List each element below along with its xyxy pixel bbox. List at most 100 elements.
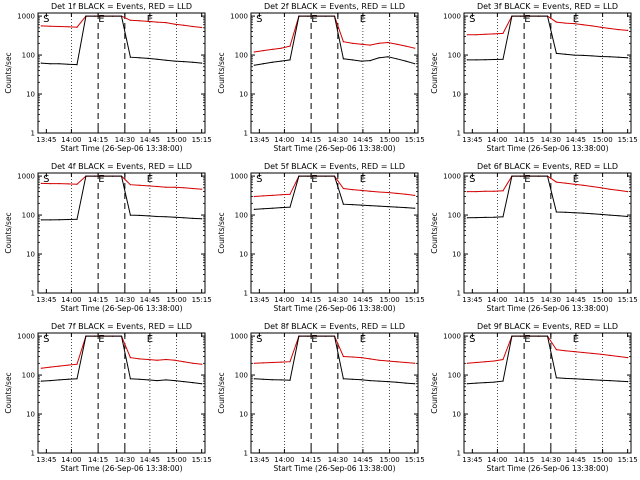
- x-tick-label: 14:15: [88, 296, 108, 304]
- data-point: [502, 190, 504, 192]
- data-point: [538, 15, 540, 17]
- interval-marker-label: E: [311, 334, 317, 345]
- data-point: [129, 19, 131, 21]
- data-point: [271, 207, 273, 209]
- interval-marker-label: E: [573, 14, 579, 25]
- data-point: [316, 175, 318, 177]
- x-axis-label: Start Time (26-Sep-06 13:38:00): [487, 144, 609, 153]
- data-point: [360, 60, 362, 62]
- x-axis-label: Start Time (26-Sep-06 13:38:00): [61, 464, 183, 473]
- data-point: [396, 361, 398, 363]
- data-point: [387, 360, 389, 362]
- data-point: [405, 60, 407, 62]
- data-point: [591, 25, 593, 27]
- data-point: [298, 15, 300, 17]
- data-point: [555, 349, 558, 351]
- interval-marker-label: E: [360, 174, 366, 185]
- data-point: [253, 51, 255, 53]
- data-point: [120, 175, 123, 177]
- data-point: [493, 58, 495, 61]
- x-tick-label: 15:00: [380, 296, 400, 304]
- data-point: [67, 218, 69, 221]
- x-tick-label: 13:45: [36, 136, 56, 144]
- x-tick-label: 14:45: [140, 136, 160, 144]
- y-tick-label: 1: [31, 450, 35, 458]
- data-point: [484, 190, 486, 192]
- data-point: [369, 380, 371, 382]
- data-point: [192, 382, 194, 384]
- x-axis-label: Start Time (26-Sep-06 13:38:00): [487, 304, 609, 313]
- data-point: [289, 361, 291, 363]
- data-point: [600, 187, 602, 189]
- x-tick-label: 15:00: [167, 136, 187, 144]
- data-point: [378, 359, 380, 361]
- data-point: [76, 26, 78, 28]
- x-tick-label: 14:15: [301, 136, 321, 144]
- data-point: [493, 360, 495, 362]
- data-point: [183, 187, 185, 189]
- y-tick-label: 10: [452, 91, 461, 99]
- data-point: [538, 175, 540, 177]
- y-tick-label: 1000: [230, 13, 248, 21]
- y-tick-label: 100: [448, 212, 461, 220]
- data-point: [618, 380, 620, 382]
- data-point: [351, 356, 353, 358]
- y-tick-label: 1000: [443, 173, 461, 181]
- data-point: [138, 184, 140, 186]
- data-point: [333, 15, 336, 17]
- data-point: [94, 175, 96, 177]
- data-point: [529, 335, 531, 337]
- y-axis-label: Counts/sec: [4, 212, 13, 253]
- data-point: [165, 358, 167, 361]
- data-point: [40, 219, 42, 221]
- series-line: [467, 335, 628, 385]
- data-point: [262, 362, 264, 364]
- data-point: [129, 357, 131, 359]
- data-point: [609, 380, 611, 382]
- x-tick-label: 15:00: [380, 456, 400, 464]
- data-point: [138, 214, 140, 216]
- data-point: [378, 205, 380, 207]
- x-tick-label: 15:00: [167, 296, 187, 304]
- x-tick-label: 14:30: [541, 136, 561, 144]
- data-point: [475, 361, 477, 364]
- data-point: [582, 184, 584, 186]
- data-point: [600, 353, 602, 355]
- data-point: [618, 29, 620, 31]
- plot-frame: [463, 172, 632, 294]
- data-point: [627, 191, 629, 193]
- data-point: [307, 335, 309, 337]
- series-line: [467, 15, 628, 36]
- data-point: [201, 218, 203, 220]
- data-point: [493, 381, 495, 383]
- y-tick-label: 10: [452, 251, 461, 259]
- data-point: [573, 183, 575, 185]
- data-point: [271, 61, 273, 63]
- data-point: [85, 175, 87, 177]
- y-tick-label: 100: [22, 52, 35, 60]
- data-point: [396, 192, 398, 194]
- y-axis-label: Counts/sec: [217, 212, 226, 253]
- interval-marker-label: E: [573, 174, 579, 185]
- data-point: [342, 378, 344, 380]
- data-point: [40, 25, 42, 27]
- data-point: [351, 189, 353, 191]
- series-line: [254, 335, 415, 385]
- data-point: [600, 213, 602, 215]
- interval-marker-label: E: [524, 14, 530, 25]
- data-point: [147, 57, 149, 60]
- data-point: [253, 378, 255, 380]
- data-point: [609, 56, 611, 58]
- series-line: [41, 335, 202, 385]
- data-point: [493, 33, 495, 35]
- data-point: [103, 335, 105, 337]
- data-point: [351, 42, 353, 44]
- data-point: [129, 56, 131, 58]
- data-point: [405, 207, 407, 209]
- data-point: [369, 190, 371, 192]
- x-tick-label: 14:45: [566, 456, 586, 464]
- series-line: [254, 15, 415, 53]
- data-point: [58, 25, 60, 28]
- data-point: [138, 57, 140, 59]
- data-point: [609, 188, 611, 190]
